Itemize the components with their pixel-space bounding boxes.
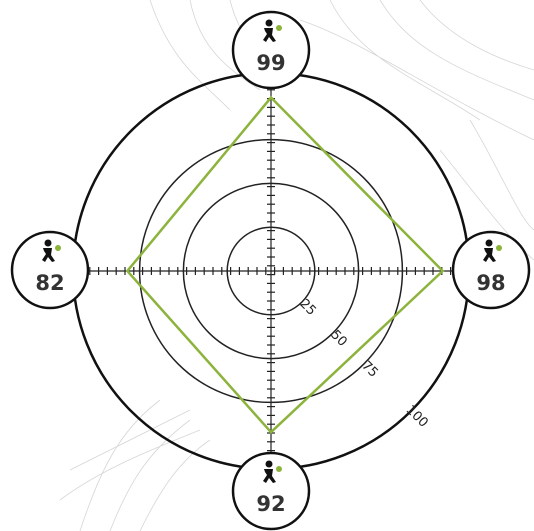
stat-badge: 92 <box>231 451 311 531</box>
icon-ball <box>496 245 502 251</box>
icon-head <box>265 460 273 468</box>
badge-circle <box>231 451 311 531</box>
icon-head <box>485 239 493 247</box>
stat-badge: 82 <box>10 230 90 310</box>
icon-ball <box>276 466 282 472</box>
player-icon <box>42 239 61 262</box>
ring-label: 25 <box>296 296 318 318</box>
icon-ball <box>55 245 61 251</box>
stat-value: 92 <box>256 492 285 516</box>
badge-circle <box>451 230 531 310</box>
stat-value: 82 <box>35 271 64 295</box>
player-icon <box>483 239 502 262</box>
badge-circle <box>10 230 90 310</box>
icon-head <box>265 19 273 27</box>
badge-circle <box>231 10 311 90</box>
icon-body <box>483 248 496 262</box>
icon-body <box>263 469 276 483</box>
player-icon <box>263 460 282 483</box>
player-icon <box>263 19 282 42</box>
ring-label: 100 <box>403 403 431 431</box>
radar-area <box>125 95 445 434</box>
icon-head <box>44 239 52 247</box>
stat-value: 98 <box>476 271 505 295</box>
ring-label: 75 <box>358 358 380 380</box>
stat-badge: 99 <box>231 10 311 90</box>
stat-value: 99 <box>256 51 285 75</box>
icon-ball <box>276 25 282 31</box>
icon-body <box>263 28 276 42</box>
ring-label: 50 <box>327 327 349 349</box>
icon-body <box>42 248 55 262</box>
stat-badge: 98 <box>451 230 531 310</box>
